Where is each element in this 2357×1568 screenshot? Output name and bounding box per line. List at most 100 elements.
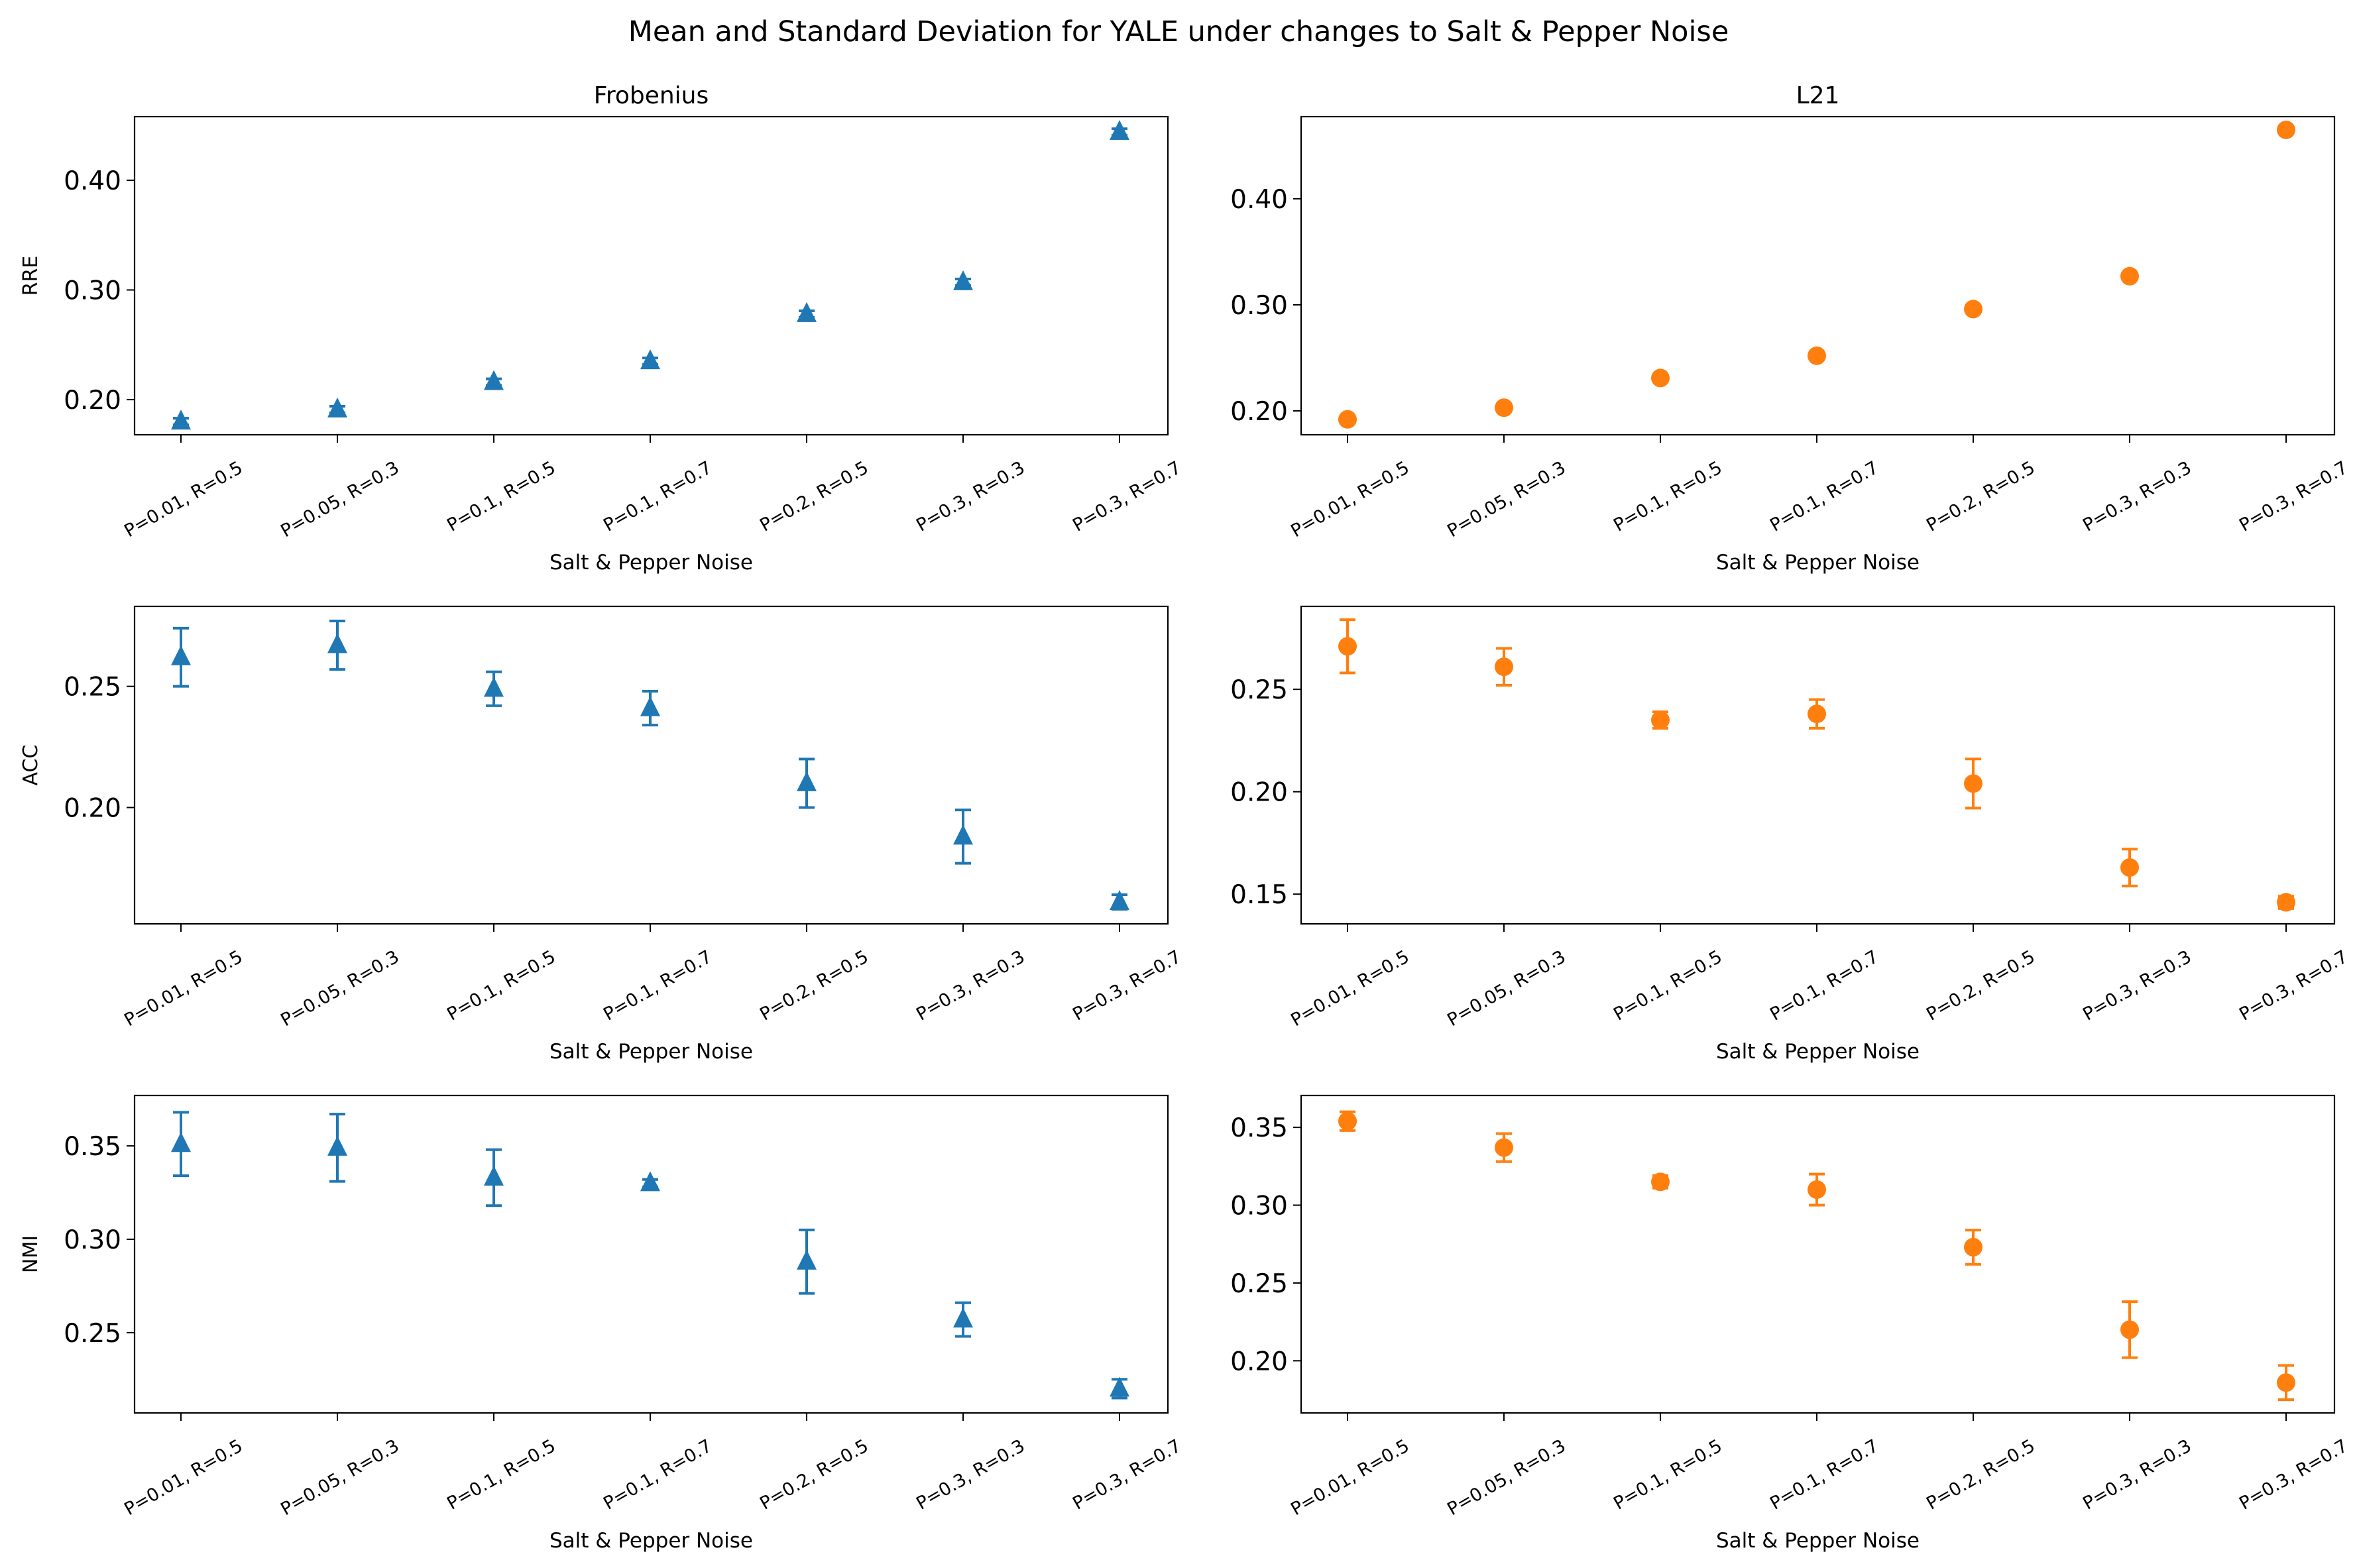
y-tick-label: 0.20 (1230, 397, 1288, 427)
x-tick-label: P=0.2, R=0.5 (1923, 457, 2038, 536)
data-point (2277, 121, 2295, 139)
x-axis-label: Salt & Pepper Noise (1716, 551, 1920, 575)
x-axis-label: Salt & Pepper Noise (1716, 1529, 1920, 1553)
data-point (640, 696, 660, 716)
data-point (327, 633, 347, 653)
x-tick-label: P=0.3, R=0.3 (913, 1435, 1028, 1514)
data-point (1808, 704, 1826, 724)
data-point (1964, 774, 1983, 793)
data-point (1338, 637, 1357, 656)
data-point (1338, 1111, 1357, 1131)
data-point (1495, 1138, 1513, 1157)
x-tick-label: P=0.1, R=0.7 (600, 1435, 715, 1514)
y-tick-label: 0.40 (1230, 185, 1288, 215)
x-axis-label: Salt & Pepper Noise (549, 1040, 753, 1064)
x-tick-label: P=0.2, R=0.5 (1923, 946, 2038, 1025)
x-tick-label: P=0.3, R=0.7 (2236, 946, 2351, 1025)
data-point (1495, 657, 1513, 677)
data-point (327, 1135, 347, 1156)
y-axis-label: NMI (19, 1235, 42, 1273)
axes-frame (1300, 1094, 2336, 1414)
y-tick-label: 0.20 (64, 386, 121, 416)
y-tick-label: 0.25 (1230, 675, 1288, 705)
data-point (640, 1171, 660, 1192)
data-point (1651, 710, 1670, 730)
data-point (2277, 1373, 2295, 1392)
x-tick-label: P=0.1, R=0.5 (443, 1435, 559, 1514)
axes-frame (133, 605, 1169, 925)
x-tick-label: P=0.3, R=0.7 (2236, 1435, 2351, 1514)
x-tick-label: P=0.05, R=0.3 (277, 1435, 402, 1520)
x-tick-label: P=0.05, R=0.3 (1444, 946, 1569, 1031)
data-point (1110, 120, 1129, 140)
axes-frame (1300, 115, 2336, 436)
x-tick-label: P=0.3, R=0.7 (1069, 1435, 1184, 1514)
data-point (953, 270, 973, 290)
subplot-5: NMI 0.25 0.30 0.35 P=0.01, R=0.5 P=0.05, R=0.… (19, 1094, 1185, 1553)
data-point (2120, 266, 2139, 286)
data-point (640, 349, 660, 370)
data-point (797, 302, 817, 322)
data-point (171, 645, 191, 665)
data-point (2120, 858, 2139, 877)
data-point (484, 677, 504, 697)
data-point (2120, 1320, 2139, 1339)
data-point (1110, 1376, 1129, 1397)
subplot-title: L21 (1796, 82, 1840, 109)
y-tick-label: 0.20 (1230, 778, 1288, 808)
figure-title: Mean and Standard Deviation for YALE und… (628, 15, 1729, 48)
data-point (953, 1308, 973, 1328)
data-point (797, 771, 817, 791)
x-tick-label: P=0.3, R=0.3 (913, 946, 1028, 1025)
y-tick-label: 0.30 (64, 276, 121, 306)
y-tick-label: 0.20 (64, 793, 121, 823)
data-point (953, 824, 973, 845)
subplot-title: Frobenius (594, 82, 709, 109)
y-tick-label: 0.35 (64, 1132, 121, 1162)
y-tick-label: 0.15 (1230, 880, 1288, 910)
x-tick-label: P=0.01, R=0.5 (1287, 1435, 1412, 1520)
y-tick-label: 0.25 (64, 1319, 121, 1349)
x-tick-label: P=0.3, R=0.7 (1069, 457, 1184, 536)
x-tick-label: P=0.2, R=0.5 (756, 457, 872, 536)
x-tick-label: P=0.3, R=0.7 (1069, 946, 1184, 1025)
data-point (797, 1249, 817, 1270)
y-tick-label: 0.20 (1230, 1347, 1288, 1376)
axes-frame (133, 1094, 1169, 1414)
x-tick-label: P=0.1, R=0.5 (443, 946, 559, 1025)
x-tick-label: P=0.1, R=0.5 (443, 457, 559, 536)
data-point (1651, 1172, 1670, 1192)
x-tick-label: P=0.1, R=0.7 (600, 457, 715, 536)
x-tick-label: P=0.05, R=0.3 (277, 457, 402, 541)
y-tick-label: 0.40 (64, 166, 121, 196)
data-point (1495, 398, 1513, 418)
axes-frame (133, 115, 1169, 436)
x-tick-label: P=0.05, R=0.3 (1444, 457, 1569, 541)
x-tick-label: P=0.2, R=0.5 (756, 946, 872, 1025)
y-tick-label: 0.30 (1230, 1192, 1288, 1221)
y-tick-label: 0.25 (64, 673, 121, 702)
y-tick-label: 0.30 (1230, 291, 1288, 321)
data-point (171, 1132, 191, 1152)
x-tick-label: P=0.1, R=0.7 (600, 946, 715, 1025)
x-tick-label: P=0.01, R=0.5 (1287, 457, 1412, 541)
x-tick-label: P=0.3, R=0.3 (2079, 1435, 2195, 1514)
data-point (1964, 300, 1983, 319)
data-point (1808, 1180, 1826, 1200)
data-point (2277, 893, 2295, 912)
x-tick-label: P=0.2, R=0.5 (1923, 1435, 2038, 1514)
x-tick-label: P=0.1, R=0.7 (1766, 457, 1882, 536)
subplot-1: Frobenius RRE 0.20 0.30 0.40 P=0.01, R=0.5 P=0… (19, 82, 1185, 575)
x-tick-label: P=0.1, R=0.7 (1766, 1435, 1882, 1514)
x-tick-label: P=0.01, R=0.5 (1287, 946, 1412, 1031)
x-tick-label: P=0.1, R=0.5 (1610, 457, 1725, 536)
x-tick-label: P=0.3, R=0.3 (2079, 457, 2195, 536)
data-point (327, 397, 347, 418)
axes-frame (1300, 605, 2336, 925)
data-point (484, 370, 504, 390)
y-axis-label: RRE (19, 256, 42, 296)
x-tick-label: P=0.3, R=0.7 (2236, 457, 2351, 536)
data-point (1338, 410, 1357, 429)
x-tick-label: P=0.05, R=0.3 (277, 946, 402, 1031)
